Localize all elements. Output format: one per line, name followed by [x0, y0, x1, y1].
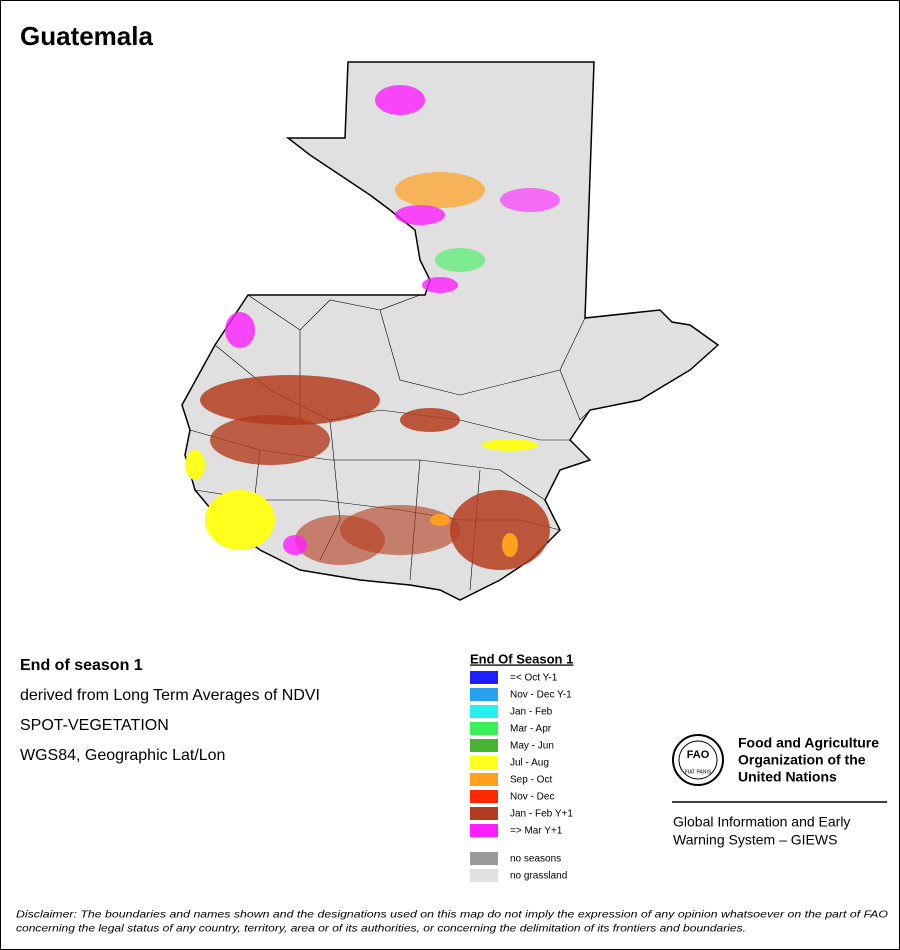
- description-line: WGS84, Geographic Lat/Lon: [20, 747, 225, 764]
- legend-label: no grassland: [510, 871, 567, 882]
- legend-label: =< Oct Y-1: [510, 673, 558, 684]
- legend-swatch: [470, 756, 498, 769]
- legend-swatch: [470, 739, 498, 752]
- description: End of season 1 derived from Long Term Av…: [20, 657, 320, 764]
- legend-title: End Of Season 1: [470, 651, 573, 666]
- legend-label: May - Jun: [510, 741, 554, 752]
- legend-swatch: [470, 688, 498, 701]
- legend-swatch: [470, 824, 498, 837]
- legend-label: Mar - Apr: [510, 724, 552, 735]
- season-patches: [185, 85, 560, 570]
- legend: =< Oct Y-1 Nov - Dec Y-1 Jan - Feb Mar - Ap…: [470, 671, 573, 882]
- description-line: SPOT-VEGETATION: [20, 717, 169, 734]
- legend-swatch: [470, 722, 498, 735]
- description-line: derived from Long Term Averages of NDVI: [20, 687, 320, 704]
- legend-label: Nov - Dec Y-1: [510, 690, 572, 701]
- system-name-line: Warning System – GIEWS: [673, 832, 837, 848]
- legend-swatch: [470, 807, 498, 820]
- disclaimer-line: concerning the legal status of any count…: [16, 924, 746, 935]
- legend-label: no seasons: [510, 854, 561, 865]
- legend-label: Jan - Feb: [510, 707, 553, 718]
- org-name-line: Organization of the: [738, 752, 866, 768]
- fao-logo: FAO FIAT PANIS: [672, 734, 724, 786]
- logo-acronym: FAO: [687, 749, 710, 761]
- legend-swatch: [470, 773, 498, 786]
- legend-label: Sep - Oct: [510, 775, 552, 786]
- legend-label: Jul - Aug: [510, 758, 549, 769]
- system-name-line: Global Information and Early: [673, 814, 850, 830]
- legend-swatch: [470, 705, 498, 718]
- giews-name: Global Information and Early Warning Syst…: [673, 814, 850, 848]
- legend-swatch: [470, 869, 498, 882]
- org-name-line: Food and Agriculture: [738, 735, 879, 751]
- legend-swatch: [470, 852, 498, 865]
- legend-label: => Mar Y+1: [510, 826, 563, 837]
- org-name-line: United Nations: [738, 769, 837, 785]
- legend-swatch: [470, 671, 498, 684]
- description-line: End of season 1: [20, 657, 143, 674]
- country-map: [181, 61, 720, 601]
- legend-swatch: [470, 790, 498, 803]
- disclaimer-line: Disclaimer: The boundaries and names sho…: [16, 910, 888, 921]
- legend-label: Nov - Dec: [510, 792, 554, 803]
- logo-motto: FIAT PANIS: [685, 769, 712, 775]
- map-title: Guatemala: [20, 21, 153, 51]
- legend-label: Jan - Feb Y+1: [510, 809, 573, 820]
- disclaimer: Disclaimer: The boundaries and names sho…: [16, 910, 888, 935]
